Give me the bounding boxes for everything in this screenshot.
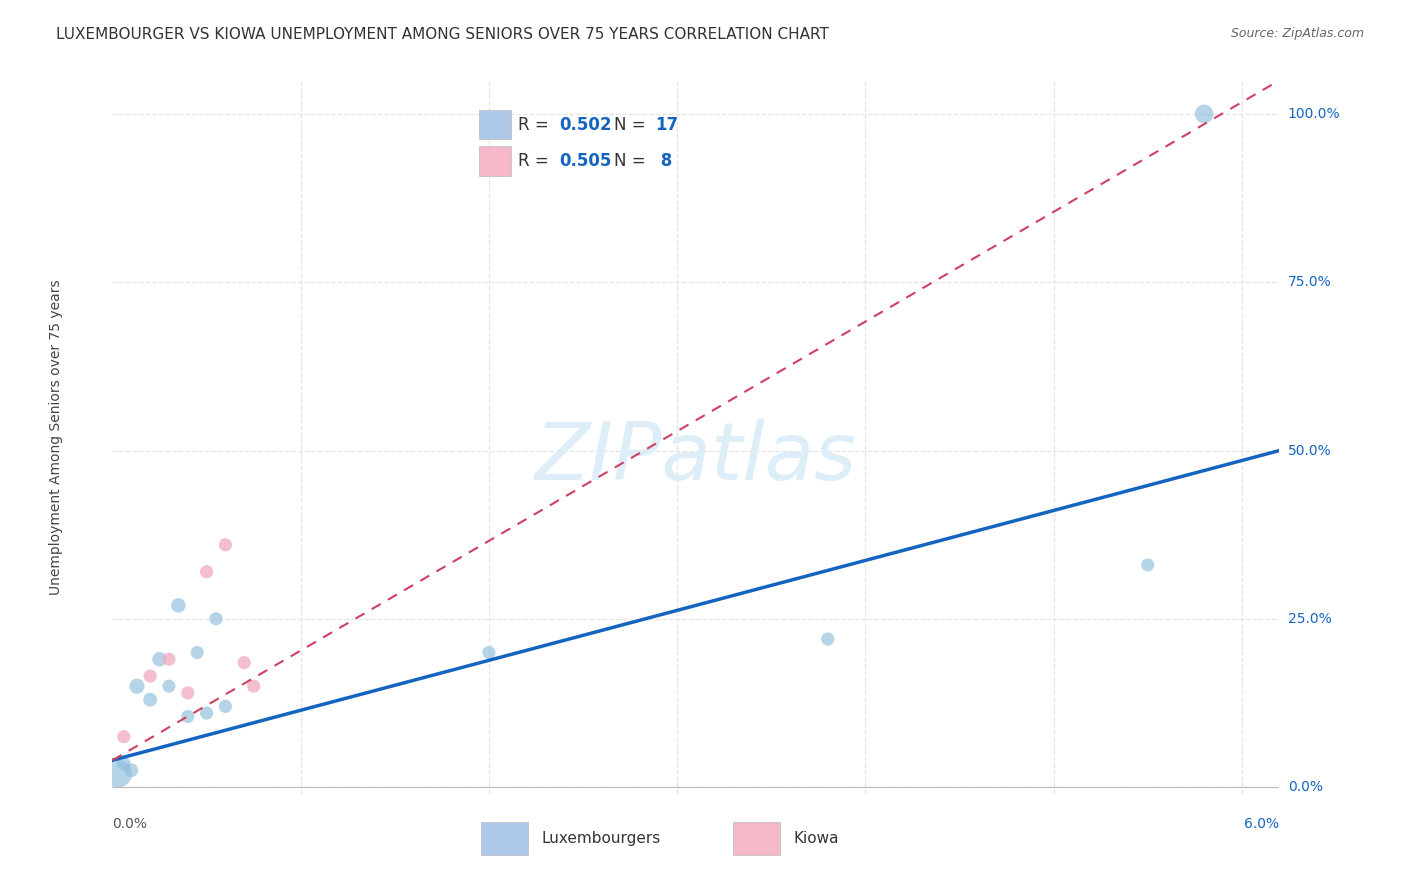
Text: ZIPatlas: ZIPatlas <box>534 419 858 498</box>
Text: 75.0%: 75.0% <box>1288 276 1331 289</box>
Point <box>177 686 200 700</box>
Point <box>107 766 129 780</box>
Point <box>125 679 148 693</box>
Point <box>120 764 142 778</box>
Text: 6.0%: 6.0% <box>1244 817 1279 831</box>
Point <box>1136 558 1159 572</box>
Text: 25.0%: 25.0% <box>1288 612 1331 626</box>
Point <box>139 669 162 683</box>
Point <box>177 709 200 723</box>
Point <box>195 565 218 579</box>
Point <box>1192 107 1215 121</box>
Point <box>214 699 236 714</box>
Point <box>242 679 264 693</box>
Point <box>186 646 208 660</box>
Point <box>205 612 228 626</box>
Point <box>167 599 190 613</box>
Text: 0.0%: 0.0% <box>1288 780 1323 794</box>
Point <box>112 756 135 771</box>
Point <box>478 646 501 660</box>
Text: 0.0%: 0.0% <box>112 817 148 831</box>
Point <box>817 632 839 646</box>
Text: Source: ZipAtlas.com: Source: ZipAtlas.com <box>1230 27 1364 40</box>
Point <box>233 656 256 670</box>
Point <box>195 706 218 720</box>
Point <box>139 692 162 706</box>
Text: 100.0%: 100.0% <box>1288 107 1340 121</box>
Point <box>214 538 236 552</box>
Text: 50.0%: 50.0% <box>1288 443 1331 458</box>
Point <box>112 730 135 744</box>
Point <box>157 652 180 666</box>
Point <box>157 679 180 693</box>
Text: LUXEMBOURGER VS KIOWA UNEMPLOYMENT AMONG SENIORS OVER 75 YEARS CORRELATION CHART: LUXEMBOURGER VS KIOWA UNEMPLOYMENT AMONG… <box>56 27 830 42</box>
Point <box>148 652 170 666</box>
Text: Unemployment Among Seniors over 75 years: Unemployment Among Seniors over 75 years <box>49 279 63 595</box>
